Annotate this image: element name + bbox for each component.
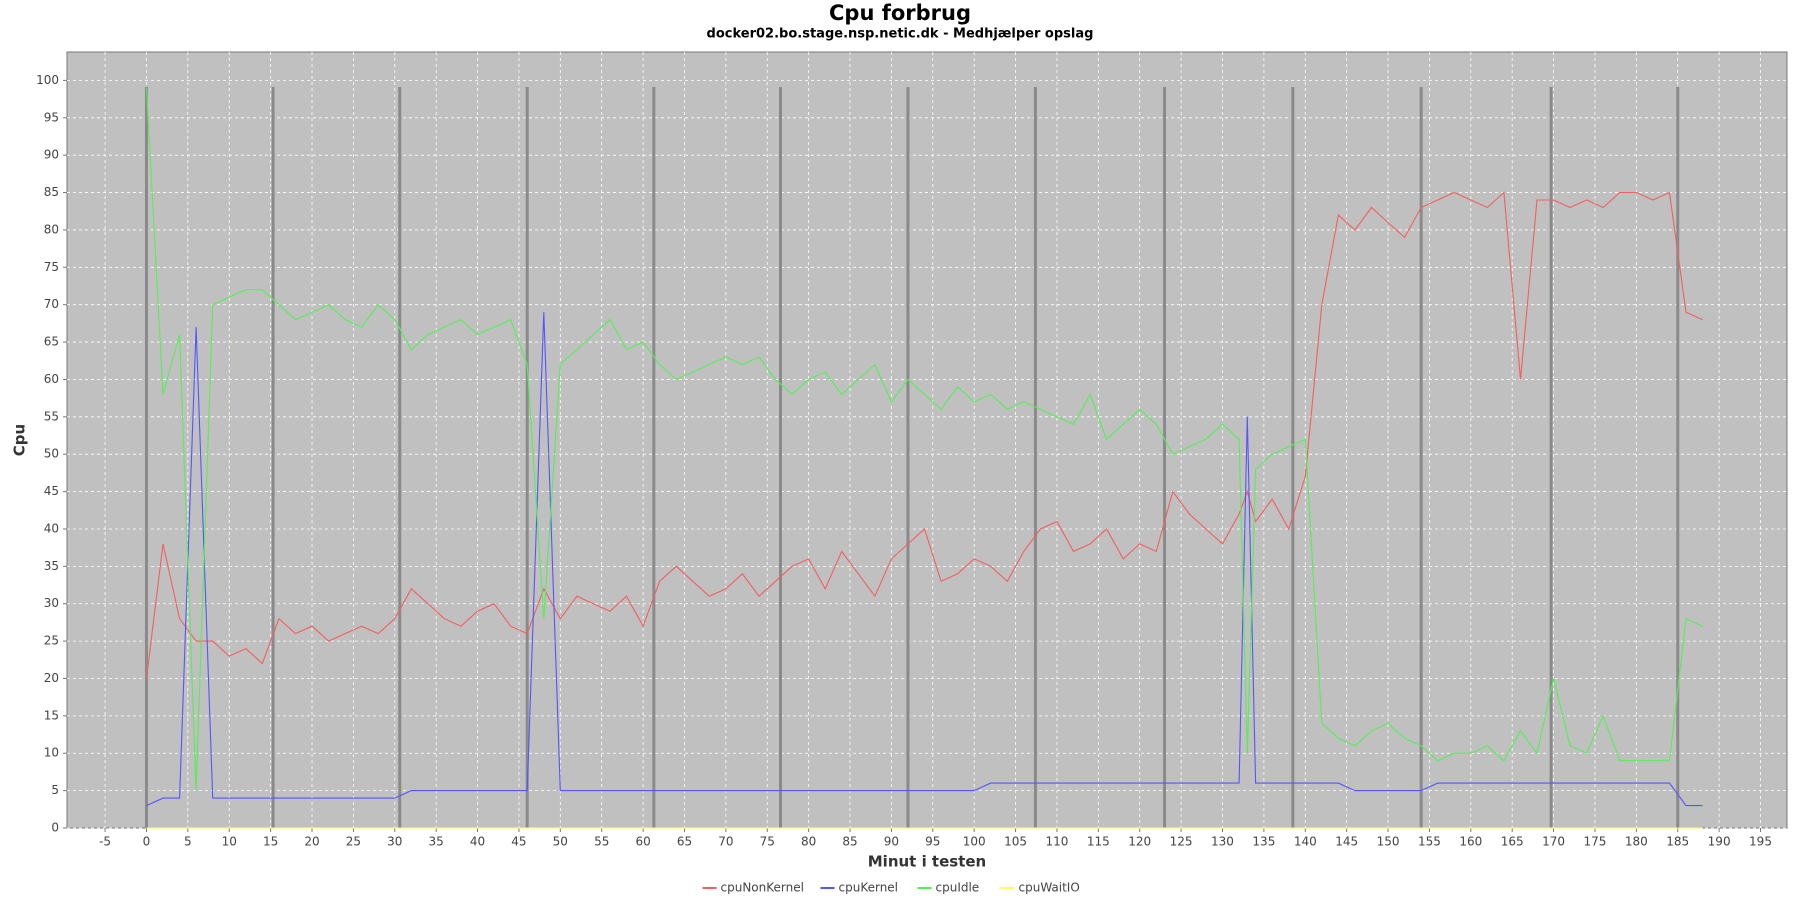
x-tick-label: 195 xyxy=(1749,835,1772,849)
x-tick-label: 180 xyxy=(1625,835,1648,849)
x-tick-label: 150 xyxy=(1377,835,1400,849)
event-marker xyxy=(1033,87,1037,828)
event-marker xyxy=(1676,87,1680,828)
series-line xyxy=(145,191,1703,679)
y-tick-label: 25 xyxy=(44,634,59,648)
x-tick-label: 35 xyxy=(429,835,444,849)
x-tick-label: 130 xyxy=(1211,835,1234,849)
legend-label: cpuKernel xyxy=(839,881,899,895)
event-marker xyxy=(778,87,782,828)
event-marker xyxy=(271,87,275,828)
y-tick-label: 60 xyxy=(44,372,59,386)
x-tick-label: 15 xyxy=(263,835,278,849)
x-tick-label: 115 xyxy=(1087,835,1110,849)
x-tick-label: 45 xyxy=(511,835,526,849)
y-tick-label: 5 xyxy=(51,783,59,797)
x-tick-label: 85 xyxy=(842,835,857,849)
x-tick-label: 170 xyxy=(1542,835,1565,849)
x-tick-label: 40 xyxy=(470,835,485,849)
y-tick-label: 95 xyxy=(44,110,59,124)
x-tick-label: 80 xyxy=(801,835,816,849)
x-tick-label: 190 xyxy=(1708,835,1731,849)
y-axis-label: Cpu xyxy=(11,424,29,456)
y-tick-label: 85 xyxy=(44,185,59,199)
x-tick-label: 160 xyxy=(1459,835,1482,849)
x-tick-label: 110 xyxy=(1045,835,1068,849)
x-tick-label: 90 xyxy=(884,835,899,849)
x-tick-label: 175 xyxy=(1584,835,1607,849)
y-tick-label: 80 xyxy=(44,222,59,236)
x-tick-label: 95 xyxy=(925,835,940,849)
event-marker xyxy=(144,87,148,828)
x-tick-label: 20 xyxy=(304,835,319,849)
x-tick-label: -5 xyxy=(99,835,111,849)
x-tick-label: 10 xyxy=(222,835,237,849)
y-tick-label: 50 xyxy=(44,447,59,461)
x-tick-label: 30 xyxy=(387,835,402,849)
legend-label: cpuIdle xyxy=(936,881,980,895)
y-tick-label: 10 xyxy=(44,746,59,760)
series-line xyxy=(145,87,1703,791)
y-tick-label: 65 xyxy=(44,335,59,349)
event-marker xyxy=(1549,87,1553,828)
x-tick-label: 55 xyxy=(594,835,609,849)
event-marker xyxy=(1419,87,1423,828)
y-tick-label: 75 xyxy=(44,260,59,274)
x-tick-label: 100 xyxy=(963,835,986,849)
x-tick-label: 60 xyxy=(635,835,650,849)
chart-title: Cpu forbrug xyxy=(829,1,971,25)
x-tick-label: 50 xyxy=(553,835,568,849)
event-marker xyxy=(398,87,402,828)
x-tick-label: 0 xyxy=(143,835,151,849)
x-tick-label: 125 xyxy=(1170,835,1193,849)
x-tick-label: 65 xyxy=(677,835,692,849)
y-tick-label: 0 xyxy=(51,821,59,835)
x-tick-label: 140 xyxy=(1294,835,1317,849)
x-tick-label: 105 xyxy=(1004,835,1027,849)
y-tick-label: 45 xyxy=(44,484,59,498)
x-tick-label: 25 xyxy=(346,835,361,849)
x-tick-label: 165 xyxy=(1501,835,1524,849)
x-tick-label: 155 xyxy=(1418,835,1441,849)
y-tick-label: 30 xyxy=(44,596,59,610)
x-tick-label: 70 xyxy=(718,835,733,849)
y-tick-label: 15 xyxy=(44,708,59,722)
event-marker xyxy=(1163,87,1167,828)
legend-label: cpuWaitIO xyxy=(1019,881,1080,895)
x-tick-label: 75 xyxy=(760,835,775,849)
y-tick-label: 55 xyxy=(44,409,59,423)
y-tick-label: 90 xyxy=(44,148,59,162)
event-marker xyxy=(1291,87,1295,828)
x-tick-label: 120 xyxy=(1128,835,1151,849)
y-tick-label: 20 xyxy=(44,671,59,685)
x-tick-label: 185 xyxy=(1666,835,1689,849)
series-line xyxy=(146,312,1703,807)
y-tick-label: 100 xyxy=(36,73,59,87)
x-axis-label: Minut i testen xyxy=(868,853,986,871)
event-marker xyxy=(906,87,910,828)
x-tick-label: 135 xyxy=(1252,835,1275,849)
y-tick-label: 35 xyxy=(44,559,59,573)
plot-area xyxy=(66,51,1788,829)
x-tick-label: 145 xyxy=(1335,835,1358,849)
y-tick-label: 40 xyxy=(44,521,59,535)
x-tick-label: 5 xyxy=(184,835,192,849)
legend-label: cpuNonKernel xyxy=(721,881,804,895)
event-marker xyxy=(525,87,529,828)
event-marker xyxy=(652,87,656,828)
chart-subtitle: docker02.bo.stage.nsp.netic.dk - Medhjæl… xyxy=(707,27,1094,42)
y-tick-label: 70 xyxy=(44,297,59,311)
